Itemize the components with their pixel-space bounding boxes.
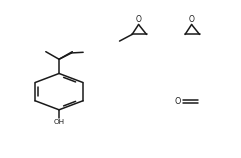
Text: OH: OH [54,119,65,125]
Text: O: O [136,15,141,24]
Text: O: O [189,15,194,24]
Text: O: O [174,97,181,106]
